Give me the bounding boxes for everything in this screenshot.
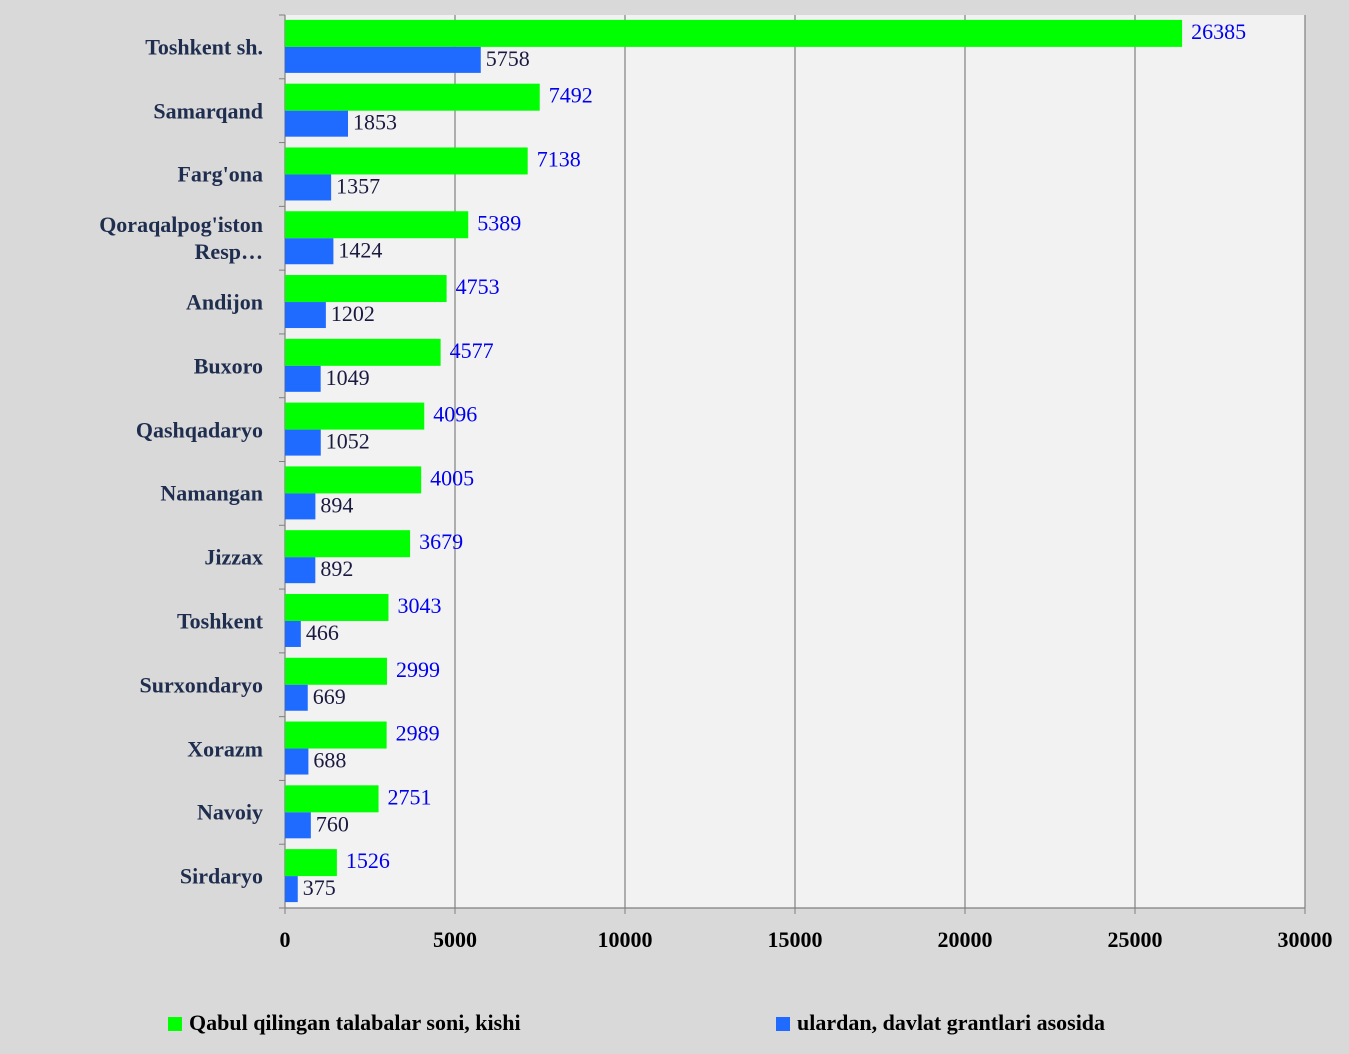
y-tick-label: Navoiy [197,799,263,825]
y-tick-label: Toshkent sh. [145,34,263,60]
bar [285,302,326,329]
value-label: 4577 [450,338,494,363]
value-label: 1526 [346,848,390,873]
value-label: 4005 [430,465,474,490]
y-tick-label: Farg'ona [177,161,263,187]
value-label: 3043 [397,593,441,618]
y-tick-label: Buxoro [193,353,263,379]
x-tick-label: 25000 [1108,927,1163,952]
value-label: 1853 [353,110,397,135]
legend-swatch [168,1017,182,1031]
value-label: 4753 [456,274,500,299]
bar [285,19,1183,47]
bar [285,365,321,392]
value-label: 2751 [388,784,432,809]
y-tick-label: Sirdaryo [179,863,263,889]
bar [285,275,447,303]
y-tick-label: Namangan [160,480,263,506]
bar [285,812,311,839]
value-label: 894 [320,492,353,517]
y-tick-label: Andijon [185,289,263,315]
bar [285,785,379,813]
bar [285,748,309,775]
bar [285,593,389,621]
bar [285,466,422,494]
value-label: 760 [316,811,349,836]
bar [285,620,301,647]
value-label: 669 [313,684,346,709]
bar [285,530,411,558]
value-label: 688 [313,748,346,773]
bar [285,402,425,430]
x-tick-label: 0 [280,927,291,952]
bar [285,876,298,903]
bar [285,557,316,584]
y-tick-label: Samarqand [153,98,263,124]
x-tick-label: 5000 [433,927,477,952]
bar [285,721,387,749]
legend-label: Qabul qilingan talabalar soni, kishi [189,1010,521,1035]
value-label: 4096 [433,402,477,427]
value-label: 3679 [419,529,463,554]
value-label: 5389 [477,210,521,235]
bar [285,46,481,73]
x-tick-label: 15000 [768,927,823,952]
bar [285,429,321,456]
bar [285,849,337,877]
bar [285,493,316,520]
bar [285,110,349,137]
value-label: 1357 [336,174,380,199]
y-tick-label: Jizzax [204,544,263,570]
value-label: 1202 [331,301,375,326]
bar [285,238,334,265]
bar [285,83,540,111]
value-label: 1049 [326,365,370,390]
bar [285,147,528,175]
value-label: 1052 [326,429,370,454]
x-tick-label: 10000 [598,927,653,952]
y-tick-label: Xorazm [187,736,263,762]
y-tick-label: Qoraqalpog'iston Resp… [99,212,263,265]
value-label: 466 [306,620,339,645]
bar [285,657,387,685]
value-label: 7492 [549,83,593,108]
bar [285,338,441,366]
legend-label: ulardan, davlat grantlari asosida [797,1010,1105,1035]
value-label: 2999 [396,657,440,682]
value-label: 2989 [396,721,440,746]
y-tick-label: Surxondaryo [139,672,263,698]
bar [285,174,332,201]
value-label: 375 [303,875,336,900]
y-tick-label: Qashqadaryo [135,417,263,443]
legend-swatch [776,1017,790,1031]
bar [285,684,308,711]
value-label: 7138 [537,147,581,172]
value-label: 1424 [338,237,382,262]
x-tick-label: 20000 [938,927,993,952]
value-label: 5758 [486,46,530,71]
x-tick-label: 30000 [1278,927,1333,952]
y-tick-label: Toshkent [176,608,263,634]
value-label: 26385 [1191,19,1246,44]
bar [285,211,469,239]
value-label: 892 [320,556,353,581]
